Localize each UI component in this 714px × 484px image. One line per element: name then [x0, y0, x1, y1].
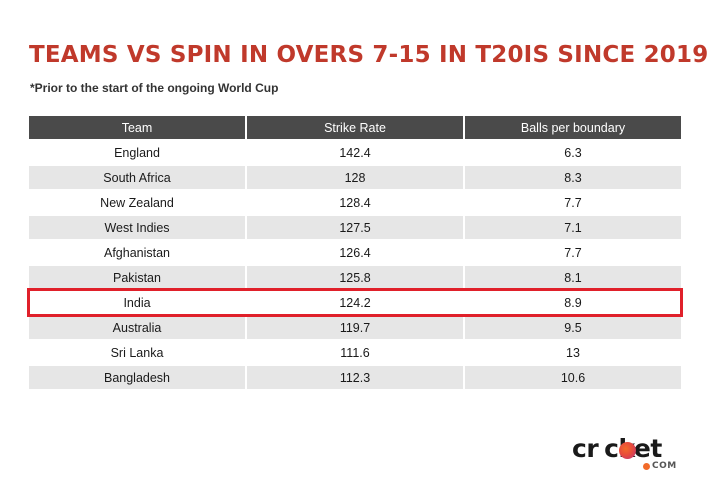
cell-team: India — [29, 291, 245, 314]
cell-balls-per-boundary: 7.7 — [465, 241, 681, 264]
cell-balls-per-boundary: 8.1 — [465, 266, 681, 289]
column-header-strike-rate: Strike Rate — [247, 116, 463, 139]
table-row: Sri Lanka 111.6 13 — [29, 341, 681, 364]
cricket-ball-icon — [619, 442, 636, 459]
cell-strike-rate: 127.5 — [247, 216, 463, 239]
table-row: England 142.4 6.3 — [29, 141, 681, 164]
logo-dot-icon — [643, 463, 650, 470]
cell-balls-per-boundary: 13 — [465, 341, 681, 364]
table-header-row: Team Strike Rate Balls per boundary — [29, 116, 681, 139]
cell-strike-rate: 142.4 — [247, 141, 463, 164]
cell-strike-rate: 119.7 — [247, 316, 463, 339]
cell-balls-per-boundary: 8.3 — [465, 166, 681, 189]
logo-com-suffix: COM — [652, 461, 677, 471]
cell-balls-per-boundary: 7.1 — [465, 216, 681, 239]
cell-strike-rate: 124.2 — [247, 291, 463, 314]
chart-title: TEAMS VS SPIN IN OVERS 7-15 IN T20IS SIN… — [29, 42, 709, 68]
cell-team: England — [29, 141, 245, 164]
cell-strike-rate: 126.4 — [247, 241, 463, 264]
cell-balls-per-boundary: 9.5 — [465, 316, 681, 339]
stats-table: Team Strike Rate Balls per boundary Engl… — [27, 114, 683, 391]
cell-balls-per-boundary: 6.3 — [465, 141, 681, 164]
cell-team: Sri Lanka — [29, 341, 245, 364]
table-row: West Indies 127.5 7.1 — [29, 216, 681, 239]
cell-team: New Zealand — [29, 191, 245, 214]
cell-balls-per-boundary: 8.9 — [465, 291, 681, 314]
table-row: New Zealand 128.4 7.7 — [29, 191, 681, 214]
logo-wordmark: crcket — [572, 434, 662, 464]
table-row: Pakistan 125.8 8.1 — [29, 266, 681, 289]
cell-balls-per-boundary: 10.6 — [465, 366, 681, 389]
cell-strike-rate: 128.4 — [247, 191, 463, 214]
cricket-com-logo: crcket COM — [572, 434, 692, 474]
table-row: Australia 119.7 9.5 — [29, 316, 681, 339]
cell-team: Afghanistan — [29, 241, 245, 264]
cell-balls-per-boundary: 7.7 — [465, 191, 681, 214]
table-row: South Africa 128 8.3 — [29, 166, 681, 189]
cell-strike-rate: 128 — [247, 166, 463, 189]
table-body: England 142.4 6.3 South Africa 128 8.3 New Zea… — [29, 141, 681, 389]
cell-strike-rate: 111.6 — [247, 341, 463, 364]
cell-team: West Indies — [29, 216, 245, 239]
chart-subtitle: *Prior to the start of the ongoing World… — [30, 81, 279, 95]
logo-word-left: cr — [572, 434, 599, 463]
table-row: Afghanistan 126.4 7.7 — [29, 241, 681, 264]
cell-team: Bangladesh — [29, 366, 245, 389]
cell-team: Australia — [29, 316, 245, 339]
cell-strike-rate: 112.3 — [247, 366, 463, 389]
table-row: Bangladesh 112.3 10.6 — [29, 366, 681, 389]
cell-team: Pakistan — [29, 266, 245, 289]
column-header-team: Team — [29, 116, 245, 139]
cell-team: South Africa — [29, 166, 245, 189]
column-header-balls-per-boundary: Balls per boundary — [465, 116, 681, 139]
table-row: India 124.2 8.9 — [29, 291, 681, 314]
cell-strike-rate: 125.8 — [247, 266, 463, 289]
